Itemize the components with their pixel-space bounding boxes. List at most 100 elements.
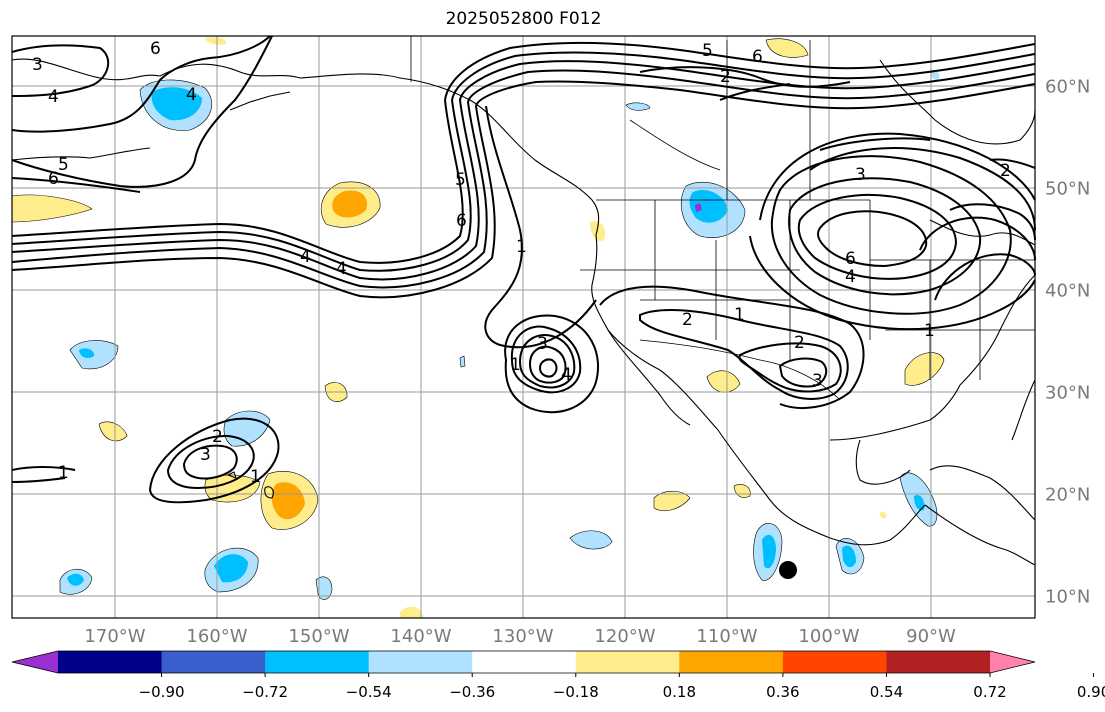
lat-label: 60°N: [1045, 76, 1091, 98]
contour-label: 1: [924, 321, 935, 341]
lon-label: 110°W: [696, 626, 758, 647]
contour-label: 6: [456, 211, 467, 231]
colorbar-tick-label: 0.54: [869, 683, 904, 701]
colorbar-extend-max: [990, 651, 1035, 673]
colorbar-segment: [368, 651, 473, 673]
negative-anomaly-core: [914, 494, 925, 511]
lon-label: 120°W: [594, 626, 656, 647]
shaded-field: [11, 37, 945, 618]
negative-anomaly-extreme: [695, 203, 702, 212]
contour-label: 3: [537, 334, 548, 354]
negative-anomaly-core: [842, 545, 856, 568]
contour-label: 4: [561, 365, 572, 385]
lat-label: 40°N: [1045, 280, 1091, 302]
colorbar-segment: [679, 651, 784, 673]
contour-label: 4: [48, 87, 59, 107]
contour-label: 1: [516, 237, 527, 257]
colorbar-extend-min: [12, 651, 58, 673]
contour-label: 6: [150, 39, 161, 59]
contour-label: 1: [58, 463, 69, 483]
positive-anomaly: [204, 37, 227, 45]
lat-label: 10°N: [1045, 586, 1091, 608]
contour-label: 3: [812, 371, 823, 391]
negative-anomaly-core: [689, 190, 728, 223]
negative-anomaly: [569, 530, 613, 550]
positive-anomaly: [11, 194, 93, 223]
lon-label: 130°W: [492, 626, 554, 647]
positive-anomaly: [653, 490, 691, 511]
negative-anomaly-core: [762, 534, 776, 569]
lat-label: 50°N: [1045, 178, 1091, 200]
negative-anomaly: [459, 355, 466, 368]
positive-anomaly-core: [332, 190, 368, 218]
colorbar-segment: [265, 651, 370, 673]
lat-label: 20°N: [1045, 484, 1091, 506]
contour-label: 3: [200, 445, 211, 465]
colorbar-tick-label: −0.18: [552, 683, 599, 701]
colorbar-segment: [161, 651, 266, 673]
contour-label: 3: [855, 165, 866, 185]
map-title: 2025052800 F012: [445, 9, 602, 29]
contours: [11, 35, 1036, 504]
colorbar-tick-label: 0.90: [1076, 683, 1105, 701]
colorbar-tick-label: −0.54: [345, 683, 392, 701]
contour-label: 5: [58, 155, 69, 175]
positive-anomaly: [733, 484, 751, 498]
contour-label: 5: [455, 170, 466, 190]
lon-label: 150°W: [288, 626, 350, 647]
colorbar-segment: [782, 651, 887, 673]
positive-anomaly: [706, 370, 741, 393]
lon-label: 100°W: [798, 626, 860, 647]
colorbar-tick-label: −0.72: [242, 683, 289, 701]
colorbar-tick-label: −0.36: [449, 683, 496, 701]
location-marker: [779, 561, 797, 579]
lon-label: 170°W: [84, 626, 146, 647]
contour-label: 1: [250, 467, 261, 487]
colorbar-tick-label: 0.36: [766, 683, 800, 701]
contour-label: 4: [300, 247, 311, 267]
lon-label: 90°W: [906, 626, 956, 647]
colorbar-segment: [575, 651, 680, 673]
coastlines: [11, 58, 1036, 566]
map-frame: [11, 35, 1036, 619]
negative-anomaly: [223, 410, 271, 447]
lat-label: 30°N: [1045, 382, 1091, 404]
colorbar-tick-label: −0.90: [138, 683, 185, 701]
lon-label: 160°W: [186, 626, 248, 647]
contour-label: 2: [682, 310, 693, 330]
graticule: [12, 36, 1035, 618]
contour-label: 5: [702, 41, 713, 61]
positive-anomaly: [98, 421, 128, 442]
contour-label: 2: [1000, 161, 1011, 181]
contour-label: 3: [32, 55, 43, 75]
contour-label: 2: [794, 333, 805, 353]
negative-anomaly-core: [214, 554, 248, 583]
positive-anomaly: [879, 511, 887, 519]
contour-label: 6: [845, 249, 856, 269]
colorbar-outline: [11, 650, 1036, 674]
lon-label: 140°W: [390, 626, 452, 647]
positive-anomaly: [765, 38, 809, 58]
contour-labels: 6 3 4 5 6 4 4 5 6 1 4 5 6 2 3 2 6 4 1 3 …: [32, 39, 1011, 487]
contour-label: 2: [212, 427, 223, 447]
negative-anomaly-core: [79, 348, 95, 358]
positive-anomaly-core: [271, 482, 305, 520]
negative-anomaly-core: [67, 573, 84, 586]
contour-label: 1: [510, 355, 521, 375]
negative-anomaly: [625, 102, 651, 111]
colorbar-tick-label: 0.18: [662, 683, 697, 701]
colorbar-segment: [58, 651, 163, 673]
contour-label: 2: [720, 67, 731, 87]
negative-anomaly-core: [151, 87, 202, 121]
colorbar-segment: [886, 651, 991, 673]
colorbar-segment: [472, 651, 577, 673]
contour-label: 4: [845, 267, 856, 287]
colorbar: [11, 650, 1095, 677]
contour-label: 4: [336, 259, 347, 279]
contour-label: 1: [734, 305, 745, 325]
positive-anomaly: [400, 606, 424, 618]
positive-anomaly: [904, 352, 945, 386]
contour-label: 4: [186, 85, 197, 105]
colorbar-tick-label: 0.72: [973, 683, 1007, 701]
